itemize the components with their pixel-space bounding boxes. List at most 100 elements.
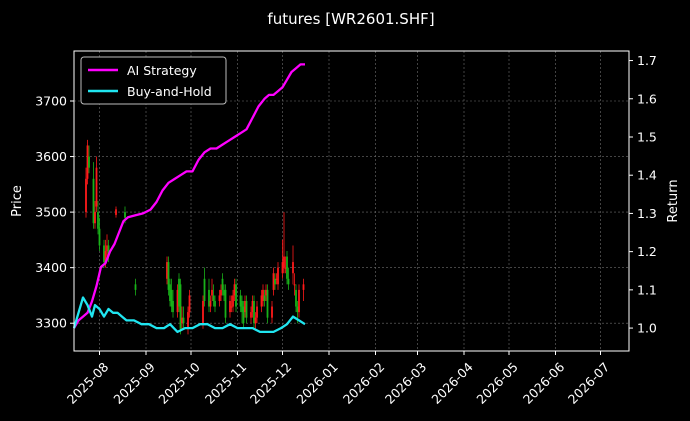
candle-body <box>85 178 87 213</box>
candle-body <box>220 289 222 296</box>
legend: AI Strategy Buy-and-Hold <box>80 56 227 105</box>
candle-body <box>214 301 216 307</box>
y2-tick-label: 1.0 <box>637 321 657 336</box>
candle-body <box>272 273 275 290</box>
candle-body <box>262 289 264 301</box>
candle-body <box>253 301 255 324</box>
y2-tick-label: 1.7 <box>637 53 657 68</box>
candle-body <box>284 267 287 269</box>
candle-body <box>221 278 224 290</box>
candle-body <box>298 289 300 313</box>
candle-body <box>263 295 266 301</box>
candle-body <box>239 295 242 307</box>
candlesticks <box>85 139 305 335</box>
candle-body <box>211 289 213 296</box>
candle-body <box>209 301 212 307</box>
candle-body <box>274 278 276 285</box>
y2-tick-label: 1.2 <box>637 244 657 259</box>
plot-frame <box>73 50 630 352</box>
candle-body <box>292 262 294 274</box>
candle-body <box>187 312 189 329</box>
y-tick-label: 3400 <box>35 260 67 275</box>
candle-body <box>254 317 257 324</box>
y2-tick-label: 1.3 <box>637 206 657 221</box>
y-axis-label: Price <box>10 185 25 217</box>
candle-body <box>212 295 215 301</box>
candle-body <box>107 245 110 257</box>
candle-body <box>86 145 89 179</box>
candle-body <box>104 251 107 263</box>
y-axis-left: 3300 3400 3500 3600 3700 <box>35 94 74 331</box>
candle-body <box>245 301 248 318</box>
candle-body <box>94 212 96 224</box>
candle-body <box>232 295 234 307</box>
candle-body <box>260 295 263 307</box>
candle-body <box>251 301 254 313</box>
candle-body <box>223 289 225 296</box>
candle-body <box>202 301 204 324</box>
candle-body <box>167 262 170 290</box>
y2-tick-label: 1.4 <box>637 168 657 183</box>
candle-body <box>277 267 279 285</box>
y-tick-label: 3500 <box>35 205 67 220</box>
candle-body <box>271 306 273 318</box>
candle-body <box>230 306 233 308</box>
candle-body <box>92 178 95 224</box>
candle-body <box>124 212 126 218</box>
candle-body <box>176 289 179 313</box>
candle-body <box>283 256 285 268</box>
y2-tick-label: 1.1 <box>637 282 657 297</box>
candle-body <box>181 317 183 324</box>
candle-body <box>229 301 231 313</box>
candle-body <box>241 301 243 313</box>
candle-body <box>281 262 284 274</box>
candle-body <box>250 312 252 318</box>
chart-title: futures [WR2601.SHF] <box>267 10 434 28</box>
candle-body <box>235 284 237 307</box>
candle-body <box>115 209 117 215</box>
candle-body <box>208 289 210 307</box>
candle-body <box>233 284 236 296</box>
candle-body <box>286 256 288 279</box>
candle-body <box>256 306 258 318</box>
candle-body <box>265 289 267 296</box>
series-lines <box>72 63 306 334</box>
candle-body <box>169 284 171 301</box>
candle-body <box>295 289 297 307</box>
candle-body <box>166 262 168 279</box>
ai-strategy-line <box>73 63 305 329</box>
candle-body <box>293 284 296 286</box>
candle-body <box>242 306 245 324</box>
candle-body <box>296 306 299 313</box>
grid <box>74 51 629 351</box>
candle-body <box>98 228 101 246</box>
candle-body <box>266 289 269 318</box>
candle-body <box>287 278 290 285</box>
candle-body <box>302 284 305 290</box>
candle-body <box>179 284 182 329</box>
candle-body <box>275 278 278 280</box>
candle-body <box>218 295 221 301</box>
candle-body <box>224 289 227 318</box>
y-axis-right: 1.0 1.1 1.2 1.3 1.4 1.5 1.6 1.7 <box>629 53 657 336</box>
candle-body <box>188 295 191 313</box>
candle-body <box>106 245 108 251</box>
buy-and-hold-line <box>72 296 306 334</box>
candle-body <box>103 245 105 263</box>
y-tick-label: 3600 <box>35 149 67 164</box>
y-tick-label: 3700 <box>35 94 67 109</box>
candle-body <box>172 301 174 313</box>
y-tick-label: 3300 <box>35 316 67 331</box>
y2-tick-label: 1.5 <box>637 129 657 144</box>
candle-body <box>178 278 180 307</box>
candle-body <box>203 278 206 301</box>
candle-body <box>97 212 99 229</box>
candle-body <box>95 167 98 207</box>
legend-label-bh: Buy-and-Hold <box>127 84 212 99</box>
y2-axis-label: Return <box>666 179 681 222</box>
y2-tick-label: 1.6 <box>637 91 657 106</box>
candle-body <box>134 284 137 290</box>
candle-body <box>170 289 173 307</box>
candle-body <box>182 317 185 324</box>
